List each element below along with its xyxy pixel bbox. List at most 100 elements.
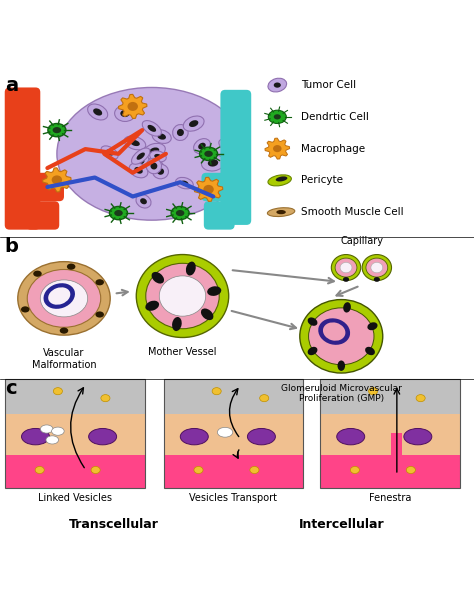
Ellipse shape	[186, 262, 196, 276]
Ellipse shape	[152, 272, 164, 284]
Ellipse shape	[207, 286, 221, 296]
Ellipse shape	[180, 428, 208, 445]
Ellipse shape	[21, 428, 49, 445]
Ellipse shape	[101, 395, 110, 401]
Ellipse shape	[88, 104, 108, 120]
Ellipse shape	[276, 177, 287, 181]
Text: Pericyte: Pericyte	[301, 175, 343, 185]
FancyBboxPatch shape	[320, 379, 460, 414]
Ellipse shape	[171, 207, 189, 220]
Ellipse shape	[40, 280, 88, 317]
Ellipse shape	[201, 309, 213, 320]
Ellipse shape	[53, 127, 61, 133]
Ellipse shape	[33, 271, 42, 277]
Ellipse shape	[308, 347, 318, 355]
Ellipse shape	[250, 466, 259, 474]
Ellipse shape	[109, 207, 128, 220]
Ellipse shape	[268, 175, 292, 186]
Ellipse shape	[48, 123, 66, 137]
Ellipse shape	[300, 299, 383, 373]
Ellipse shape	[173, 125, 188, 141]
Ellipse shape	[136, 194, 151, 208]
Ellipse shape	[139, 156, 147, 163]
Ellipse shape	[130, 140, 140, 146]
Ellipse shape	[91, 466, 100, 474]
FancyBboxPatch shape	[26, 173, 64, 201]
Ellipse shape	[362, 255, 392, 280]
Ellipse shape	[308, 318, 318, 326]
Text: Macrophage: Macrophage	[301, 144, 365, 153]
Ellipse shape	[365, 347, 375, 355]
FancyBboxPatch shape	[320, 455, 460, 488]
FancyBboxPatch shape	[201, 173, 235, 201]
Ellipse shape	[151, 163, 159, 170]
Ellipse shape	[337, 428, 365, 445]
Ellipse shape	[218, 427, 233, 437]
Ellipse shape	[134, 153, 152, 166]
Ellipse shape	[44, 283, 75, 309]
FancyBboxPatch shape	[5, 455, 145, 488]
Ellipse shape	[137, 255, 228, 337]
Ellipse shape	[176, 177, 193, 189]
Ellipse shape	[95, 312, 104, 318]
Ellipse shape	[274, 82, 281, 88]
FancyBboxPatch shape	[391, 393, 402, 414]
Ellipse shape	[208, 159, 218, 167]
Ellipse shape	[194, 466, 203, 474]
Text: Vascular
Malformation: Vascular Malformation	[32, 348, 96, 370]
Ellipse shape	[52, 175, 62, 185]
Ellipse shape	[137, 153, 145, 160]
Ellipse shape	[219, 139, 239, 153]
Ellipse shape	[225, 143, 234, 149]
Polygon shape	[265, 138, 290, 159]
Ellipse shape	[150, 151, 166, 162]
Ellipse shape	[149, 147, 159, 154]
Text: a: a	[5, 76, 18, 95]
Ellipse shape	[366, 258, 388, 277]
Ellipse shape	[157, 168, 164, 175]
FancyBboxPatch shape	[164, 414, 303, 455]
Ellipse shape	[181, 181, 188, 186]
Ellipse shape	[128, 102, 138, 111]
FancyBboxPatch shape	[5, 87, 40, 230]
Ellipse shape	[369, 387, 378, 395]
Ellipse shape	[143, 144, 165, 158]
FancyBboxPatch shape	[391, 433, 402, 469]
Ellipse shape	[212, 387, 221, 395]
Ellipse shape	[146, 263, 219, 329]
Polygon shape	[118, 94, 147, 119]
Ellipse shape	[200, 147, 218, 161]
Ellipse shape	[183, 116, 204, 131]
Ellipse shape	[152, 130, 171, 144]
Ellipse shape	[40, 425, 53, 433]
Text: Linked Vesicles: Linked Vesicles	[37, 492, 112, 503]
Ellipse shape	[260, 395, 269, 401]
Text: Dendrtic Cell: Dendrtic Cell	[301, 112, 369, 122]
Ellipse shape	[60, 327, 68, 334]
Ellipse shape	[203, 185, 214, 194]
Ellipse shape	[189, 120, 198, 127]
Ellipse shape	[54, 387, 63, 395]
Ellipse shape	[367, 322, 377, 330]
Ellipse shape	[274, 114, 281, 120]
Ellipse shape	[201, 155, 225, 171]
Ellipse shape	[35, 466, 44, 474]
Text: Intercellular: Intercellular	[299, 518, 384, 530]
Ellipse shape	[101, 146, 118, 159]
Ellipse shape	[120, 110, 129, 117]
Polygon shape	[194, 177, 223, 202]
Ellipse shape	[404, 428, 432, 445]
Ellipse shape	[153, 164, 168, 179]
Ellipse shape	[114, 210, 123, 216]
Ellipse shape	[331, 255, 361, 280]
Ellipse shape	[247, 428, 275, 445]
Ellipse shape	[267, 208, 295, 216]
FancyBboxPatch shape	[5, 379, 145, 414]
Ellipse shape	[18, 262, 110, 335]
Ellipse shape	[343, 302, 351, 313]
Ellipse shape	[323, 323, 346, 341]
Text: Smooth Muscle Cell: Smooth Muscle Cell	[301, 207, 404, 217]
Ellipse shape	[176, 210, 184, 216]
Ellipse shape	[374, 277, 380, 282]
Ellipse shape	[193, 139, 210, 153]
